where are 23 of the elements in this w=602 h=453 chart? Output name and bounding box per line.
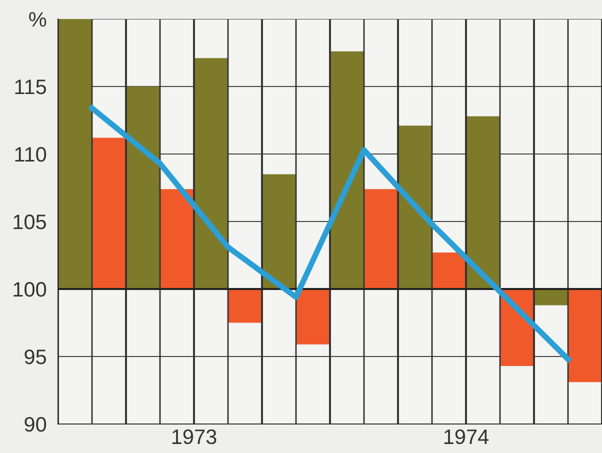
bar	[92, 138, 126, 289]
bar	[330, 51, 364, 289]
y-tick-label: 90	[24, 417, 46, 432]
y-tick-label: 105	[14, 214, 46, 230]
y-tick-label: %	[29, 12, 46, 27]
text: 1973	[172, 429, 216, 444]
bar	[364, 189, 398, 289]
y-tick-label: 95	[24, 350, 46, 364]
bar	[126, 86, 160, 289]
bar	[58, 19, 92, 289]
bar	[398, 126, 432, 289]
y-tick-label: 115	[15, 80, 46, 94]
bar	[160, 189, 194, 289]
y-tick-label: 110	[15, 147, 46, 162]
bar	[466, 116, 500, 289]
bar	[432, 252, 466, 289]
bar	[568, 289, 602, 382]
bar	[262, 174, 296, 289]
bar	[194, 58, 228, 289]
text: 1974	[444, 429, 489, 444]
y-tick-label: 100	[14, 282, 46, 297]
bar	[228, 289, 262, 323]
bar	[296, 289, 330, 344]
